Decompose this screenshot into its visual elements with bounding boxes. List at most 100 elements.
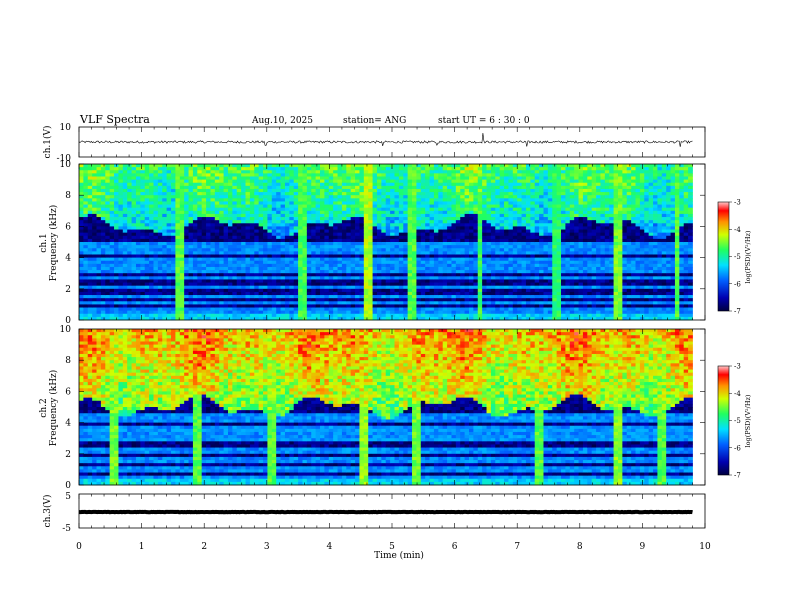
spectrogram-cell bbox=[162, 176, 168, 180]
spectrogram-cell bbox=[420, 176, 426, 180]
spectrogram-cell bbox=[447, 295, 452, 299]
spectrogram-cell bbox=[490, 213, 496, 218]
spectrogram-cell bbox=[127, 223, 132, 227]
spectrogram-cell bbox=[490, 204, 496, 209]
spectrogram-cell bbox=[469, 301, 474, 305]
spectrogram-cell bbox=[425, 238, 430, 243]
spectrogram-cell bbox=[341, 254, 347, 258]
spectrogram-cell bbox=[328, 210, 334, 215]
spectrogram-cell bbox=[442, 285, 448, 290]
spectrogram-cell bbox=[328, 242, 334, 246]
spectrogram-cell bbox=[135, 192, 141, 196]
spectrogram-cell bbox=[109, 285, 115, 290]
spectrogram-cell bbox=[385, 285, 391, 290]
spectrogram-cell bbox=[214, 198, 220, 202]
spectrogram-cell bbox=[363, 266, 369, 271]
spectrogram-cell bbox=[486, 276, 492, 280]
spectrogram-cell bbox=[473, 185, 479, 190]
spectrogram-cell bbox=[359, 229, 365, 234]
spectrogram-cell bbox=[398, 291, 404, 296]
spectrogram-cell bbox=[403, 316, 409, 321]
spectrogram-cell bbox=[420, 298, 426, 302]
spectrogram-cell bbox=[490, 298, 496, 302]
spectrogram-cell bbox=[420, 313, 426, 318]
spectrogram-cell bbox=[293, 276, 299, 280]
spectrogram-cell bbox=[114, 282, 119, 287]
spectrogram-cell bbox=[179, 316, 185, 321]
spectrogram-cell bbox=[447, 276, 452, 280]
spectrogram-cell bbox=[223, 251, 229, 255]
spectrogram-cell bbox=[381, 204, 387, 209]
spectrogram-cell bbox=[201, 242, 207, 246]
spectrogram-cell bbox=[412, 192, 417, 196]
spectrogram-cell bbox=[144, 257, 150, 262]
spectrogram-cell bbox=[407, 238, 413, 243]
spectrogram-cell bbox=[390, 251, 395, 255]
spectrogram-cell bbox=[162, 217, 168, 221]
spectrogram-cell bbox=[179, 291, 185, 296]
spectrogram-cell bbox=[486, 248, 492, 252]
spectrogram-cell bbox=[201, 232, 207, 237]
spectrogram-cell bbox=[263, 248, 268, 252]
spectrogram-cell bbox=[197, 232, 203, 237]
spectrogram-cell bbox=[144, 198, 150, 202]
spectrogram-cell bbox=[267, 285, 273, 290]
spectrogram-cell bbox=[263, 295, 268, 299]
spectrogram-cell bbox=[355, 192, 360, 196]
spectrogram-cell bbox=[245, 182, 251, 187]
spectrogram-cell bbox=[135, 304, 141, 308]
spectrogram-cell bbox=[482, 245, 487, 249]
spectrogram-cell bbox=[438, 291, 444, 296]
spectrogram-cell bbox=[135, 266, 141, 271]
spectrogram-cell bbox=[96, 229, 102, 234]
spectrogram-cell bbox=[442, 288, 448, 293]
spectrogram-cell bbox=[490, 164, 496, 168]
spectrogram-cell bbox=[346, 198, 352, 202]
spectrogram-cell bbox=[105, 313, 111, 318]
spectrogram-cell bbox=[376, 266, 382, 271]
spectrogram-cell bbox=[284, 310, 290, 315]
spectrogram-cell bbox=[144, 179, 150, 184]
spectrogram-cell bbox=[254, 263, 260, 268]
spectrogram-cell bbox=[184, 232, 189, 237]
spectrogram-cell bbox=[293, 257, 299, 262]
spectrogram-cell bbox=[219, 207, 224, 212]
spectrogram-cell bbox=[192, 179, 198, 184]
spectrogram-cell bbox=[490, 276, 496, 280]
spectrogram-cell bbox=[149, 210, 154, 215]
spectrogram-cell bbox=[350, 179, 356, 184]
spectrogram-cell bbox=[355, 195, 360, 199]
spectrogram-cell bbox=[197, 213, 203, 218]
spectrogram-cell bbox=[276, 204, 281, 209]
spectrogram-cell bbox=[438, 192, 444, 196]
spectrogram-cell bbox=[482, 291, 487, 296]
spectrogram-cell bbox=[302, 201, 308, 205]
spectrogram-cell bbox=[451, 251, 457, 255]
spectrogram-cell bbox=[114, 298, 119, 302]
spectrogram-cell bbox=[192, 170, 198, 174]
spectrogram-cell bbox=[460, 192, 466, 196]
spectrogram-cell bbox=[447, 285, 452, 290]
spectrogram-cell bbox=[206, 295, 211, 299]
spectrogram-cell bbox=[464, 217, 470, 221]
spectrogram-cell bbox=[455, 226, 461, 230]
spectrogram-cell bbox=[504, 170, 509, 174]
spectrogram-cell bbox=[263, 207, 268, 212]
spectrogram-cell bbox=[451, 238, 457, 243]
spectrogram-cell bbox=[92, 295, 97, 299]
spectrogram-cell bbox=[201, 217, 207, 221]
spectrogram-cell bbox=[267, 257, 273, 262]
spectrogram-cell bbox=[473, 273, 479, 277]
spectrogram-cell bbox=[127, 291, 132, 296]
spectrogram-cell bbox=[109, 270, 115, 274]
spectrogram-cell bbox=[394, 182, 400, 187]
spectrogram-cell bbox=[219, 204, 224, 209]
spectrogram-cell bbox=[333, 164, 338, 168]
spectrogram-cell bbox=[385, 298, 391, 302]
spectrogram-cell bbox=[171, 192, 176, 196]
spectrogram-cell bbox=[223, 313, 229, 318]
spectrogram-cell bbox=[302, 167, 308, 171]
spectrogram-cell bbox=[188, 195, 194, 199]
spectrogram-cell bbox=[425, 192, 430, 196]
spectrogram-cell bbox=[114, 195, 119, 199]
